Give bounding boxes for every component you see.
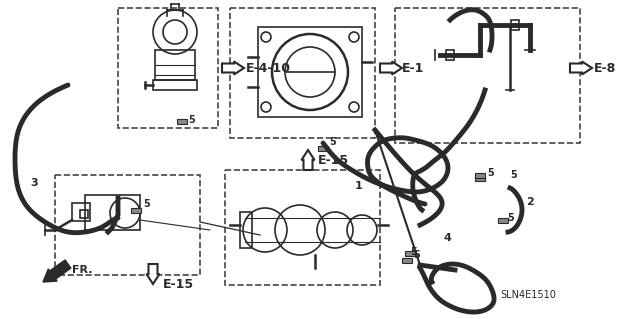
Bar [258, 27, 362, 117]
Bar [511, 20, 519, 30]
Text: 5: 5 [413, 250, 420, 260]
Text: 5: 5 [143, 199, 150, 209]
FancyArrow shape [301, 150, 314, 170]
Text: 5: 5 [510, 170, 516, 180]
Text: 2: 2 [526, 197, 534, 207]
Bar [498, 218, 508, 223]
Text: FR.: FR. [72, 265, 93, 275]
FancyArrow shape [222, 62, 244, 75]
Bar [55, 175, 200, 275]
Bar [240, 212, 252, 248]
Bar [225, 170, 380, 285]
Bar [230, 8, 375, 138]
Text: 5: 5 [487, 168, 493, 178]
Bar [177, 119, 187, 124]
Bar [155, 50, 195, 80]
Bar [80, 210, 88, 218]
Bar [318, 146, 328, 151]
Text: 3: 3 [30, 178, 38, 188]
Bar [72, 203, 90, 221]
Bar [131, 208, 141, 213]
Bar [395, 8, 580, 143]
Text: 4: 4 [443, 233, 451, 243]
FancyArrow shape [570, 62, 592, 75]
Text: E-1: E-1 [402, 62, 424, 75]
Bar [475, 173, 485, 178]
Bar [153, 80, 197, 90]
Text: 5: 5 [188, 115, 195, 125]
Bar [446, 50, 454, 60]
Text: 5: 5 [329, 137, 336, 147]
Text: E-15: E-15 [318, 153, 349, 167]
Bar [118, 8, 218, 128]
FancyArrow shape [43, 260, 71, 282]
Text: 5: 5 [507, 213, 514, 223]
Text: E-4-10: E-4-10 [246, 62, 291, 75]
Text: E-15: E-15 [163, 278, 194, 292]
FancyArrow shape [147, 264, 159, 284]
Bar [402, 258, 412, 263]
Text: 1: 1 [355, 181, 363, 191]
Text: SLN4E1510: SLN4E1510 [500, 290, 556, 300]
Bar [475, 176, 485, 181]
Bar [405, 251, 415, 256]
Text: 5: 5 [410, 247, 417, 257]
FancyArrow shape [380, 62, 402, 75]
Text: E-8: E-8 [594, 62, 616, 75]
Bar [85, 195, 140, 230]
